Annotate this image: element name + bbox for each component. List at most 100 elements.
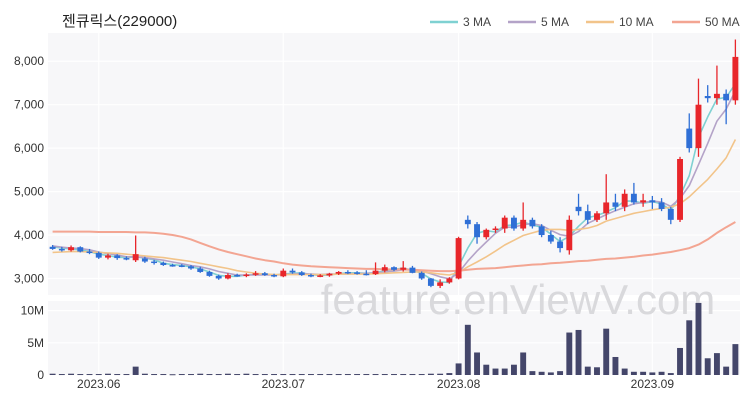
volume-bar	[640, 371, 647, 375]
candle-body	[298, 272, 305, 276]
candle-body	[686, 128, 693, 149]
candle	[538, 224, 545, 238]
volume-bar	[372, 374, 379, 376]
candle	[372, 262, 379, 276]
candle-body	[234, 275, 241, 277]
candle-body	[77, 247, 84, 252]
candle-body	[317, 275, 324, 277]
volume-bar	[474, 352, 480, 375]
candle-body	[677, 159, 683, 220]
candle	[566, 215, 573, 255]
volume-bar	[677, 347, 683, 375]
candle-body	[446, 278, 453, 283]
volume-bar	[667, 373, 674, 375]
candle	[630, 182, 637, 205]
volume-bar	[658, 371, 665, 375]
candle	[621, 189, 628, 212]
candle	[206, 270, 213, 277]
candle-body	[437, 282, 444, 286]
candle	[49, 245, 56, 250]
volume-bar	[58, 374, 65, 376]
candle-body	[243, 274, 250, 277]
volume-bar	[197, 373, 204, 375]
candle	[418, 271, 425, 280]
candle	[224, 273, 231, 280]
candle	[686, 113, 693, 153]
candle	[326, 272, 333, 277]
candle-body	[151, 261, 158, 264]
candle-body	[575, 206, 582, 212]
candle	[658, 198, 665, 212]
volume-bar	[49, 373, 56, 375]
volume-bar	[704, 358, 711, 375]
candle	[391, 266, 397, 272]
price-tick-label: 6,000	[14, 141, 44, 155]
candle-body	[105, 255, 111, 258]
candle-body	[704, 96, 711, 99]
candle-body	[271, 275, 278, 277]
candle	[427, 278, 434, 288]
candle-body	[141, 258, 148, 262]
axis-layer: 3,000 4,000 5,000 6,000 7,000 8,000 0 5M 10M 2023…	[14, 54, 674, 391]
volume-bar	[326, 374, 333, 376]
candle	[520, 202, 527, 231]
candle-body	[713, 93, 720, 99]
candle	[446, 277, 453, 284]
candle-body	[603, 202, 610, 214]
date-tick-label: 2023.08	[437, 377, 481, 391]
date-tick-label: 2023.07	[262, 377, 306, 391]
volume-bar	[686, 320, 693, 375]
candle	[437, 279, 444, 289]
volume-bar	[455, 363, 462, 375]
candle	[677, 156, 683, 223]
candle	[261, 271, 268, 276]
candle-body	[335, 271, 342, 274]
candle	[178, 264, 185, 268]
candle-body	[566, 219, 573, 251]
candle-body	[464, 219, 471, 225]
volume-bar	[483, 364, 490, 375]
volume-bar	[381, 374, 388, 376]
candle-body	[732, 56, 739, 101]
volume-bar	[713, 353, 720, 375]
candle-body	[326, 273, 333, 276]
legend-label: 5 MA	[541, 15, 569, 29]
candle	[409, 265, 416, 274]
volume-bar	[584, 366, 591, 375]
candle-body	[658, 202, 665, 209]
volume-bar	[224, 373, 231, 375]
candle-body	[520, 219, 527, 229]
volume-bar	[400, 374, 407, 376]
candle	[640, 193, 647, 207]
candle-body	[557, 241, 564, 249]
candle	[354, 271, 361, 275]
candle	[474, 222, 480, 244]
candle-body	[123, 258, 130, 260]
candle-body	[289, 270, 296, 273]
volume-bar	[123, 374, 130, 376]
ma-line-10-ma	[52, 139, 737, 276]
candle-body	[224, 275, 231, 279]
volume-bar	[409, 374, 416, 376]
candle-body	[68, 247, 75, 251]
candle	[188, 265, 194, 270]
volume-bar	[520, 352, 527, 375]
candle-body	[49, 246, 56, 249]
price-tick-label: 8,000	[14, 54, 44, 68]
candle-body	[354, 272, 361, 274]
candle	[732, 39, 739, 105]
volume-bar	[280, 374, 287, 376]
candle	[308, 273, 314, 278]
volume-layer	[49, 302, 739, 376]
volume-tick-label: 10M	[21, 304, 44, 318]
candle	[501, 215, 508, 233]
candle	[344, 270, 351, 275]
candle	[298, 271, 305, 276]
volume-bar	[492, 368, 499, 375]
date-tick-label: 2023.06	[77, 377, 121, 391]
candle-body	[649, 200, 656, 203]
legend-label: 10 MA	[619, 15, 654, 29]
volume-bar	[335, 374, 342, 376]
candle	[197, 266, 204, 273]
candle	[510, 215, 517, 231]
